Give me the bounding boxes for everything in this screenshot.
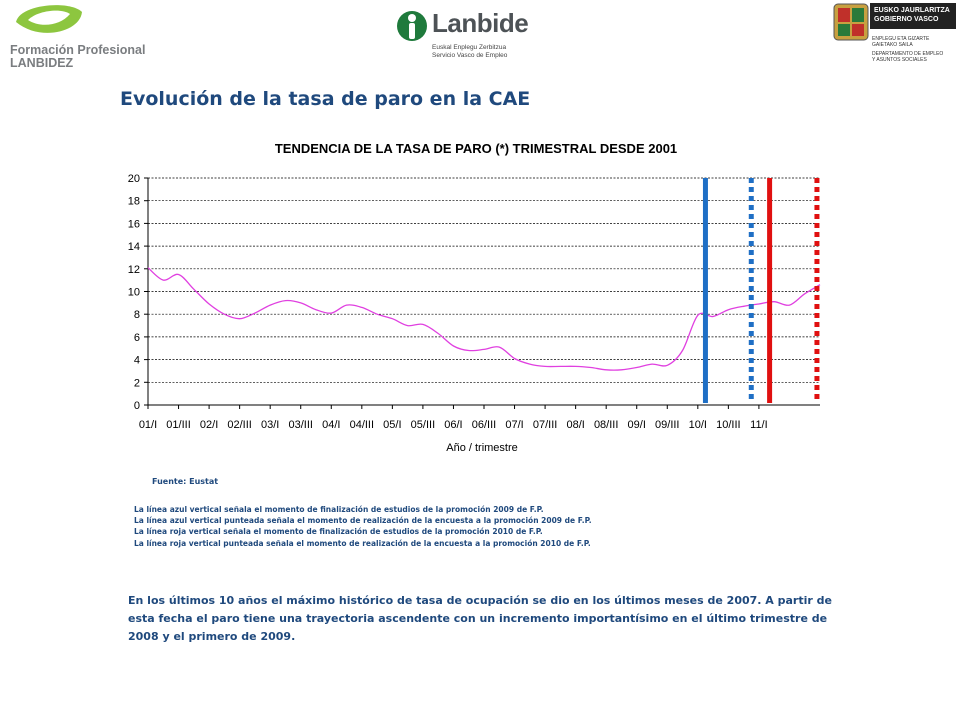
y-tick-label: 8 [134,309,140,321]
chart-notes: La línea azul vertical señala el momento… [134,504,592,549]
x-tick-label: 05/III [411,419,435,431]
note-line: La línea roja vertical punteada señala e… [134,538,591,548]
y-tick-label: 20 [128,173,140,185]
series-line [147,267,821,371]
x-tick-label: 08/I [566,419,584,431]
note-line: La línea roja vertical señala el momento… [134,527,543,537]
x-tick-label: 03/I [261,419,279,431]
x-tick-label: 07/III [533,419,557,431]
gv-small4: Y ASUNTOS SOCIALES [872,57,927,63]
x-tick-label: 04/III [350,419,374,431]
y-tick-label: 18 [128,196,140,208]
lanbide-figure-icon [397,11,427,41]
x-tick-label: 06/I [444,419,462,431]
summary-paragraph: En los últimos 10 años el máximo históri… [128,594,832,643]
x-tick-label: 01/III [166,419,190,431]
lanbide-sub1: Euskal Enplegu Zerbitzua [432,44,507,51]
unemployment-line-chart: TENDENCIA DE LA TASA DE PARO (*) TRIMEST… [128,141,821,454]
gv-small2: GAIETAKO SAILA [872,42,913,48]
y-tick-label: 0 [134,400,140,412]
y-tick-label: 16 [128,218,140,230]
gv-line1: EUSKO JAURLARITZA [874,7,950,14]
x-tick-label: 09/I [628,419,646,431]
x-tick-label: 08/III [594,419,618,431]
x-tick-label: 09/III [655,419,679,431]
lanbide-logo: Lanbide Euskal Enplegu Zerbitzua Servici… [396,4,556,64]
lanbide-sub2: Servicio Vasco de Empleo [432,52,508,59]
gv-line2: GOBIERNO VASCO [874,16,939,23]
gv-small3: DEPARTAMENTO DE EMPLEO [872,51,944,57]
x-tick-label: 01/I [139,419,157,431]
x-tick-label: 02/I [200,419,218,431]
chart-source: Fuente: Eustat [152,477,219,486]
x-tick-label: 04/I [322,419,340,431]
x-tick-label: 02/III [227,419,251,431]
y-tick-label: 4 [134,355,140,367]
y-tick-label: 14 [128,241,140,253]
y-tick-label: 12 [128,264,140,276]
gobierno-vasco-logo: EUSKO JAURLARITZA GOBIERNO VASCO ENPLEGU… [830,0,958,70]
fp-logo-line1: Formación Profesional [10,43,146,57]
x-tick-label: 10/I [689,419,707,431]
lanbide-name: Lanbide [432,8,529,38]
x-tick-label: 11/I [750,419,768,431]
coat-of-arms-icon [833,3,869,41]
x-tick-label: 07/I [505,419,523,431]
x-axis-label: Año / trimestre [446,442,518,454]
gv-small1: ENPLEGU ETA GIZARTE [872,36,930,42]
x-tick-label: 06/III [472,419,496,431]
y-tick-label: 6 [134,332,140,344]
y-tick-label: 10 [128,287,140,299]
fp-logo-line2: LANBIDEZ [10,56,74,70]
chart-title: TENDENCIA DE LA TASA DE PARO (*) TRIMEST… [275,141,677,156]
x-tick-label: 05/I [383,419,401,431]
y-tick-label: 2 [134,377,140,389]
note-line: La línea azul vertical señala el momento… [134,505,544,514]
x-tick-label: 10/III [716,419,740,431]
page-title: Evolución de la tasa de paro en la CAE [120,88,531,110]
note-line: La línea azul vertical punteada señala e… [134,516,592,526]
x-tick-label: 03/III [288,419,312,431]
fp-leaf-icon [16,5,82,33]
formacion-profesional-logo: Formación Profesional LANBIDEZ [6,2,176,74]
